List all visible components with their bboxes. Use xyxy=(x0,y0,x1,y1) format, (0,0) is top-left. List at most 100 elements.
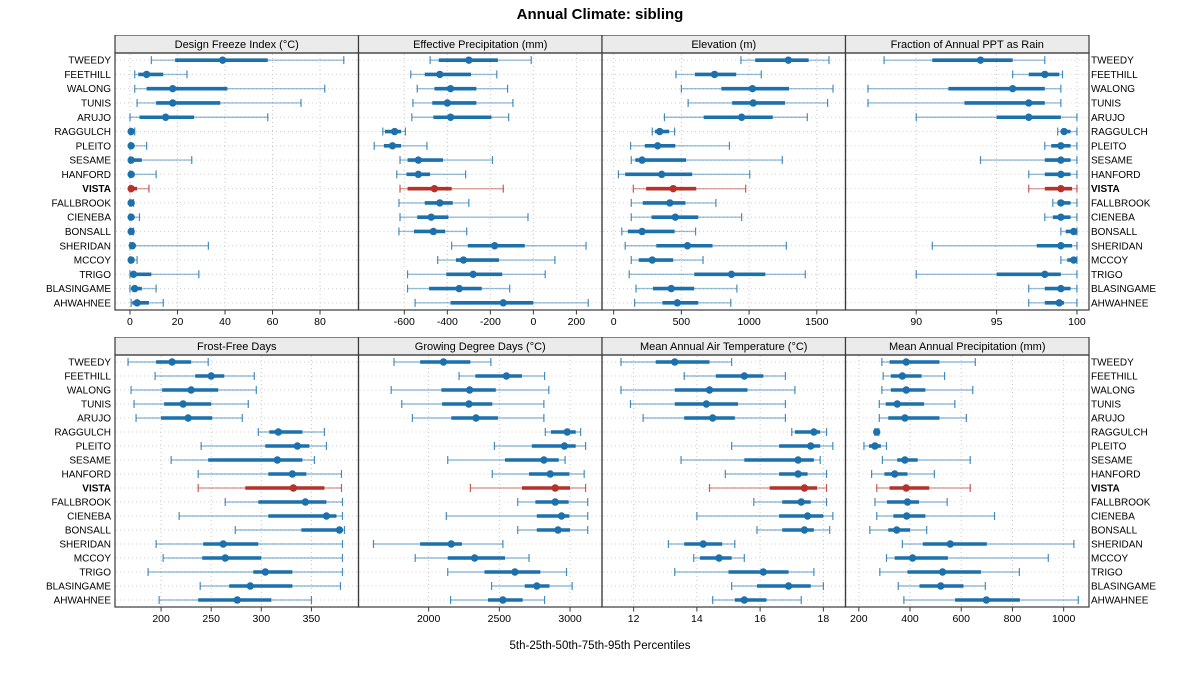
x-tick-label: 95 xyxy=(991,316,1003,327)
median-dot xyxy=(1055,299,1063,307)
median-dot xyxy=(499,299,507,307)
site-label-left-tunis: TUNIS xyxy=(81,400,111,411)
site-label-right-bonsall: BONSALL xyxy=(1091,526,1138,537)
percentile-row-walong xyxy=(881,386,974,394)
x-tick-label: 1500 xyxy=(805,316,829,327)
percentile-row-hanford xyxy=(871,470,935,478)
median-dot xyxy=(902,358,910,366)
percentile-row-tunis xyxy=(133,400,249,408)
percentile-row-raggulch xyxy=(382,127,406,136)
site-label-right-vista: VISTA xyxy=(1091,484,1120,495)
median-dot xyxy=(221,554,229,562)
median-dot xyxy=(667,284,675,293)
site-label-left-arujo: ARUJO xyxy=(77,414,111,425)
median-dot xyxy=(794,456,802,464)
median-dot xyxy=(169,84,177,93)
median-dot xyxy=(740,596,749,604)
percentile-row-bonsall xyxy=(517,526,589,534)
percentile-row-cieneba xyxy=(399,213,529,222)
x-tick-label: 12 xyxy=(628,613,640,625)
percentile-row-tweedy xyxy=(150,56,345,65)
percentile-row-arujo xyxy=(135,414,243,422)
median-dot xyxy=(470,554,479,562)
percentile-row-feethill xyxy=(1012,70,1064,79)
median-dot xyxy=(937,582,945,590)
x-tick-label: 800 xyxy=(1004,613,1022,625)
median-dot xyxy=(710,70,719,79)
site-label-right-tweedy: TWEEDY xyxy=(1091,358,1134,369)
x-tick-label: 300 xyxy=(253,613,271,625)
site-label-right-raggulch: RAGGULCH xyxy=(1091,428,1148,439)
median-dot xyxy=(784,56,793,64)
site-label-right-pleito: PLEITO xyxy=(1091,141,1127,152)
panel-border xyxy=(601,52,847,311)
percentile-row-ahwahnee xyxy=(449,596,546,604)
site-label-left-arujo: ARUJO xyxy=(77,113,111,124)
site-label-right-fallbrook: FALLBROOK xyxy=(1091,498,1151,509)
percentile-row-mccoy xyxy=(437,256,556,265)
site-label-left-pleito: PLEITO xyxy=(76,141,112,152)
panel-border xyxy=(114,354,360,608)
median-dot xyxy=(502,372,511,380)
site-label-left-trigo: TRIGO xyxy=(79,568,111,579)
site-label-left-tunis: TUNIS xyxy=(81,98,111,109)
site-label-right-ahwahnee: AHWAHNEE xyxy=(1091,596,1149,607)
median-dot xyxy=(1057,142,1065,150)
percentile-row-vista xyxy=(399,184,504,193)
median-dot xyxy=(129,270,138,279)
median-dot xyxy=(673,299,681,307)
site-label-left-bonsall: BONSALL xyxy=(65,227,112,238)
x-tick-label: 0 xyxy=(611,316,617,327)
percentile-row-trigo xyxy=(628,270,806,279)
median-dot xyxy=(705,386,714,394)
percentile-row-hanford xyxy=(724,470,828,478)
median-dot xyxy=(127,156,135,164)
percentile-row-feethill xyxy=(683,372,787,380)
x-tick-label: 18 xyxy=(818,613,830,625)
site-label-right-hanford: HANFORD xyxy=(1091,170,1140,181)
percentile-row-pleito xyxy=(373,141,428,150)
median-dot xyxy=(1057,156,1065,164)
panel-mean-annual-air-temperature-c: Mean Annual Air Temperature (°C) 12 14 16 18 xyxy=(601,337,847,625)
percentile-row-cieneba xyxy=(1044,213,1078,222)
median-dot xyxy=(737,113,746,121)
percentile-row-raggulch xyxy=(791,428,828,436)
site-label-left-walong: WALONG xyxy=(67,84,111,95)
median-dot xyxy=(469,270,477,279)
median-dot xyxy=(784,582,793,590)
percentile-row-fallbrook xyxy=(398,198,470,207)
percentile-row-cieneba xyxy=(178,512,344,520)
site-label-left-blasingame: BLASINGAME xyxy=(46,284,111,295)
median-dot xyxy=(322,512,331,520)
median-dot xyxy=(648,256,656,264)
median-dot xyxy=(546,470,554,478)
strip-label: Frost-Free Days xyxy=(197,341,277,353)
x-tick-label: 350 xyxy=(303,613,321,625)
median-dot xyxy=(797,498,805,506)
percentile-row-sesame xyxy=(127,156,193,165)
percentile-row-mccoy xyxy=(1060,256,1078,265)
panel-block-bottom: TWEEDY TWEEDY FEETHILL FEETHILL WALONG WALONG… xyxy=(46,337,1156,625)
panel-border xyxy=(357,354,603,608)
site-label-right-pleito: PLEITO xyxy=(1091,442,1127,453)
median-dot xyxy=(540,456,548,464)
site-label-left-ahwahnee: AHWAHNEE xyxy=(54,298,112,309)
median-dot xyxy=(533,582,541,590)
median-dot xyxy=(133,299,141,307)
median-dot xyxy=(902,484,910,492)
percentile-row-vista xyxy=(127,184,150,193)
median-dot xyxy=(938,568,947,576)
panel-block-top: TWEEDY TWEEDY FEETHILL FEETHILL WALONG WALONG… xyxy=(46,35,1156,327)
percentile-row-arujo xyxy=(129,113,269,122)
median-dot xyxy=(902,512,911,520)
site-label-left-tweedy: TWEEDY xyxy=(68,56,111,67)
site-label-right-walong: WALONG xyxy=(1091,84,1135,95)
percentile-row-vista xyxy=(632,184,747,193)
panel-border xyxy=(601,354,847,608)
site-label-left-hanford: HANFORD xyxy=(62,170,111,181)
median-dot xyxy=(803,512,812,520)
x-tick-label: 16 xyxy=(754,613,766,625)
percentile-row-bonsall xyxy=(234,526,346,534)
percentile-row-tweedy xyxy=(620,358,733,366)
median-dot xyxy=(490,242,499,250)
